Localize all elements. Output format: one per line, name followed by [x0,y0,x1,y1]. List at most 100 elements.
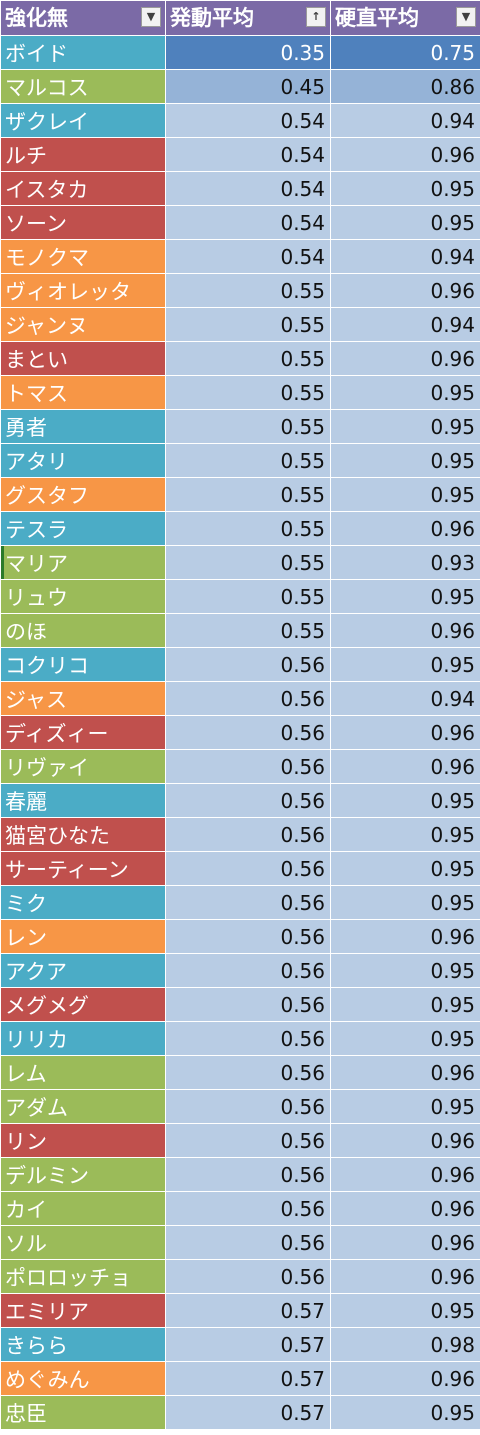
cell-name[interactable]: グスタフ [0,477,166,512]
cell-stiffness-average[interactable]: 0.94 [330,681,480,716]
cell-name[interactable]: ザクレイ [0,103,166,138]
cell-stiffness-average[interactable]: 0.95 [330,579,480,614]
cell-name[interactable]: メグメグ [0,987,166,1022]
cell-stiffness-average[interactable]: 0.96 [330,613,480,648]
cell-activation-average[interactable]: 0.54 [165,103,331,138]
cell-activation-average[interactable]: 0.56 [165,1055,331,1090]
cell-activation-average[interactable]: 0.45 [165,69,331,104]
cell-stiffness-average[interactable]: 0.96 [330,273,480,308]
cell-name[interactable]: ソーン [0,205,166,240]
cell-activation-average[interactable]: 0.55 [165,307,331,342]
cell-activation-average[interactable]: 0.56 [165,1157,331,1192]
cell-activation-average[interactable]: 0.56 [165,817,331,852]
cell-stiffness-average[interactable]: 0.95 [330,375,480,410]
cell-stiffness-average[interactable]: 0.75 [330,35,480,70]
cell-name[interactable]: ディズィー [0,715,166,750]
cell-name[interactable]: 勇者 [0,409,166,444]
cell-name[interactable]: のほ [0,613,166,648]
cell-activation-average[interactable]: 0.56 [165,749,331,784]
cell-activation-average[interactable]: 0.56 [165,1021,331,1056]
column-header-name[interactable]: 強化無 ▼ [0,0,166,36]
cell-activation-average[interactable]: 0.55 [165,545,331,580]
cell-activation-average[interactable]: 0.56 [165,681,331,716]
sort-ascending-icon[interactable]: ↑ [306,7,326,27]
cell-name[interactable]: マルコス [0,69,166,104]
cell-name[interactable]: リン [0,1123,166,1158]
cell-activation-average[interactable]: 0.56 [165,919,331,954]
cell-name[interactable]: リヴァイ [0,749,166,784]
cell-activation-average[interactable]: 0.55 [165,477,331,512]
cell-name[interactable]: アダム [0,1089,166,1124]
cell-stiffness-average[interactable]: 0.95 [330,443,480,478]
cell-activation-average[interactable]: 0.55 [165,443,331,478]
cell-name[interactable]: 猫宮ひなた [0,817,166,852]
cell-activation-average[interactable]: 0.57 [165,1361,331,1396]
dropdown-arrow-icon[interactable]: ▼ [141,7,161,27]
cell-stiffness-average[interactable]: 0.96 [330,1361,480,1396]
cell-stiffness-average[interactable]: 0.96 [330,341,480,376]
cell-name[interactable]: ルチ [0,137,166,172]
cell-name[interactable]: ソル [0,1225,166,1260]
cell-activation-average[interactable]: 0.56 [165,953,331,988]
cell-stiffness-average[interactable]: 0.86 [330,69,480,104]
cell-stiffness-average[interactable]: 0.96 [330,1191,480,1226]
cell-stiffness-average[interactable]: 0.95 [330,1395,480,1430]
cell-stiffness-average[interactable]: 0.95 [330,987,480,1022]
cell-name[interactable]: リリカ [0,1021,166,1056]
cell-activation-average[interactable]: 0.56 [165,783,331,818]
cell-name[interactable]: ヴィオレッタ [0,273,166,308]
cell-stiffness-average[interactable]: 0.95 [330,885,480,920]
cell-name[interactable]: コクリコ [0,647,166,682]
cell-name[interactable]: アクア [0,953,166,988]
cell-activation-average[interactable]: 0.55 [165,273,331,308]
cell-activation-average[interactable]: 0.56 [165,1225,331,1260]
cell-stiffness-average[interactable]: 0.96 [330,715,480,750]
column-header-activation-average[interactable]: 発動平均 ↑ [165,0,331,36]
cell-activation-average[interactable]: 0.56 [165,715,331,750]
cell-stiffness-average[interactable]: 0.96 [330,511,480,546]
cell-stiffness-average[interactable]: 0.95 [330,1293,480,1328]
dropdown-arrow-icon[interactable]: ▼ [456,7,476,27]
cell-stiffness-average[interactable]: 0.96 [330,1259,480,1294]
cell-name[interactable]: トマス [0,375,166,410]
cell-activation-average[interactable]: 0.57 [165,1395,331,1430]
cell-name[interactable]: ポロロッチョ [0,1259,166,1294]
cell-name[interactable]: デルミン [0,1157,166,1192]
cell-name[interactable]: テスラ [0,511,166,546]
cell-stiffness-average[interactable]: 0.95 [330,409,480,444]
cell-stiffness-average[interactable]: 0.95 [330,783,480,818]
cell-name[interactable]: レン [0,919,166,954]
cell-name[interactable]: レム [0,1055,166,1090]
cell-activation-average[interactable]: 0.56 [165,1191,331,1226]
cell-activation-average[interactable]: 0.56 [165,1123,331,1158]
cell-activation-average[interactable]: 0.55 [165,341,331,376]
cell-name[interactable]: ボイド [0,35,166,70]
cell-stiffness-average[interactable]: 0.96 [330,1123,480,1158]
cell-stiffness-average[interactable]: 0.95 [330,1021,480,1056]
cell-stiffness-average[interactable]: 0.96 [330,1225,480,1260]
cell-stiffness-average[interactable]: 0.96 [330,137,480,172]
cell-activation-average[interactable]: 0.56 [165,987,331,1022]
cell-stiffness-average[interactable]: 0.95 [330,817,480,852]
cell-name[interactable]: 春麗 [0,783,166,818]
cell-name[interactable]: アタリ [0,443,166,478]
cell-stiffness-average[interactable]: 0.95 [330,171,480,206]
cell-activation-average[interactable]: 0.54 [165,171,331,206]
cell-activation-average[interactable]: 0.35 [165,35,331,70]
cell-name[interactable]: イスタカ [0,171,166,206]
cell-name[interactable]: カイ [0,1191,166,1226]
cell-activation-average[interactable]: 0.55 [165,579,331,614]
cell-name[interactable]: サーティーン [0,851,166,886]
cell-name[interactable]: きらら [0,1327,166,1362]
cell-stiffness-average[interactable]: 0.94 [330,103,480,138]
cell-stiffness-average[interactable]: 0.95 [330,647,480,682]
cell-activation-average[interactable]: 0.56 [165,1089,331,1124]
cell-stiffness-average[interactable]: 0.95 [330,851,480,886]
cell-stiffness-average[interactable]: 0.95 [330,477,480,512]
cell-name[interactable]: まとい [0,341,166,376]
cell-activation-average[interactable]: 0.56 [165,1259,331,1294]
cell-activation-average[interactable]: 0.55 [165,511,331,546]
cell-activation-average[interactable]: 0.57 [165,1327,331,1362]
cell-activation-average[interactable]: 0.56 [165,851,331,886]
cell-stiffness-average[interactable]: 0.96 [330,919,480,954]
